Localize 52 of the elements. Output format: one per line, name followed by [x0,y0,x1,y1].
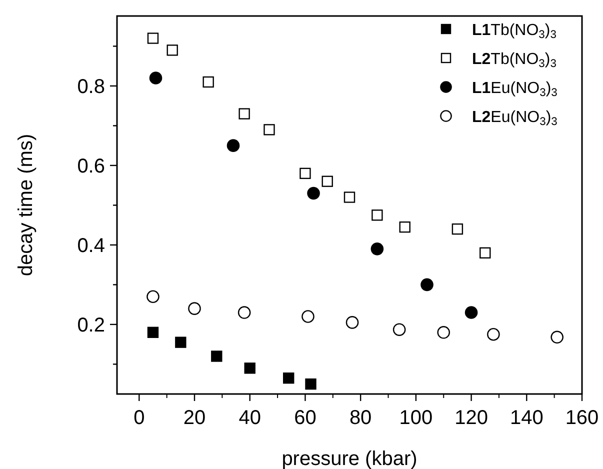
point [399,221,410,233]
point [283,372,294,384]
point [372,210,383,221]
point [344,192,356,203]
x-tick-label: 20 [183,407,206,429]
point [238,306,251,319]
x-tick-label: 0 [134,407,145,429]
y-tick-label: 0.2 [77,314,105,336]
x-tick-label: 80 [349,407,372,429]
x-tick-label: 140 [510,407,544,429]
point [244,362,256,374]
point [202,76,214,88]
point [226,139,240,152]
y-tick-label: 0.4 [77,234,105,257]
x-tick-label: 60 [294,407,316,429]
point [211,350,222,362]
point [420,278,434,292]
point [149,72,162,84]
legend-label: L1Tb(NO$_{3}$)$_{3}$ [472,22,556,41]
point [300,168,311,179]
y-tick-label: 0.6 [77,155,105,178]
point [188,302,201,315]
y-axis-title: decay time (ms) [15,134,37,276]
point [550,330,564,344]
point [346,316,359,329]
point [302,310,314,323]
y-tick-label: 0.8 [77,76,105,98]
point [305,378,316,390]
point [452,223,464,235]
point [392,323,406,336]
legend-label: L2Eu(NO$_{3}$)$_{3}$ [472,109,558,128]
x-axis-title: pressure (kbar) [282,448,418,469]
legend-label: L2Tb(NO$_{3}$)$_{3}$ [472,51,556,70]
point [307,186,320,200]
legend-label: L1Eu(NO$_{3}$)$_{3}$ [472,80,558,99]
point [146,290,160,304]
point [147,32,159,44]
point [166,44,178,56]
point [147,326,159,338]
point [322,176,333,187]
point [480,247,491,258]
point [464,306,478,319]
point [238,108,250,120]
x-tick-label: 100 [399,407,433,429]
point [175,336,186,348]
point [264,124,275,136]
x-tick-label: 120 [454,407,488,429]
point [487,328,500,341]
x-tick-label: 40 [238,407,261,429]
point [370,242,384,256]
point [437,326,450,339]
x-tick-label: 160 [565,407,599,429]
